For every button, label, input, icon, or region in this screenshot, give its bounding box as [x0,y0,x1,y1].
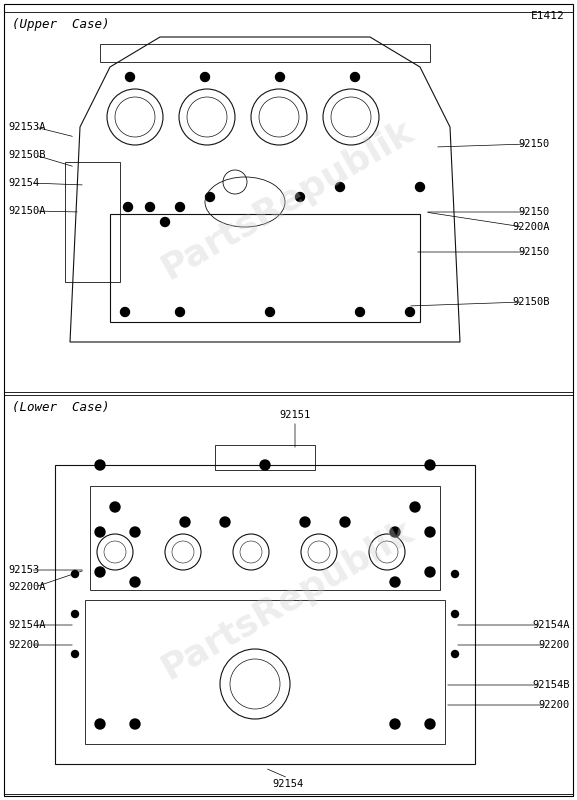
Text: 92150B: 92150B [512,297,550,307]
Circle shape [451,570,459,578]
Circle shape [200,73,209,82]
Circle shape [295,193,305,202]
Circle shape [451,650,459,658]
Text: 92150: 92150 [519,207,550,217]
Circle shape [121,307,129,317]
Circle shape [130,527,140,537]
Circle shape [130,577,140,587]
Circle shape [126,73,134,82]
Circle shape [300,517,310,527]
Circle shape [340,517,350,527]
Circle shape [406,307,414,317]
Circle shape [95,527,105,537]
Circle shape [390,577,400,587]
Circle shape [415,182,425,191]
Circle shape [180,517,190,527]
Circle shape [130,719,140,729]
Circle shape [350,73,359,82]
Bar [85,600,445,744]
Circle shape [175,307,185,317]
Text: 92150: 92150 [519,247,550,257]
Bar [215,445,315,470]
Circle shape [425,719,435,729]
Bar [65,162,120,282]
Text: E1412: E1412 [531,11,565,21]
Circle shape [425,567,435,577]
Text: 92153: 92153 [8,565,39,575]
Text: 92200A: 92200A [8,582,46,592]
Text: 92154A: 92154A [533,620,570,630]
Bar [4,12,573,392]
Circle shape [72,570,78,578]
Circle shape [220,517,230,527]
Circle shape [425,460,435,470]
Bar [4,395,573,794]
Text: 92200: 92200 [539,640,570,650]
Text: PartsRepublik: PartsRepublik [156,114,420,286]
Circle shape [451,610,459,618]
Circle shape [335,182,344,191]
Text: 92153A: 92153A [8,122,46,132]
Text: (Lower  Case): (Lower Case) [12,401,110,414]
Circle shape [175,202,185,211]
Text: 92200: 92200 [8,640,39,650]
Text: 92150B: 92150B [8,150,46,160]
Text: 92150: 92150 [519,139,550,149]
Text: 92154A: 92154A [8,620,46,630]
Circle shape [390,527,400,537]
Circle shape [95,719,105,729]
Circle shape [72,610,78,618]
Circle shape [95,567,105,577]
Bar [55,465,475,764]
Circle shape [390,719,400,729]
Text: 92200A: 92200A [512,222,550,232]
Text: 92200: 92200 [539,700,570,710]
Circle shape [410,502,420,512]
Circle shape [260,460,270,470]
Text: (Upper  Case): (Upper Case) [12,18,110,31]
Circle shape [72,650,78,658]
Circle shape [265,307,275,317]
Circle shape [425,527,435,537]
Circle shape [95,460,105,470]
Text: 92154: 92154 [272,779,304,789]
Circle shape [145,202,155,211]
Bar [100,44,430,62]
Text: 92151: 92151 [279,410,310,420]
Bar [90,486,440,590]
Circle shape [275,73,284,82]
Text: PartsRepublik: PartsRepublik [156,514,420,686]
Text: 92150A: 92150A [8,206,46,216]
Bar [110,214,420,322]
Circle shape [160,218,170,226]
Circle shape [123,202,133,211]
Circle shape [110,502,120,512]
Circle shape [355,307,365,317]
Text: 92154B: 92154B [533,680,570,690]
Circle shape [205,193,215,202]
Text: 92154: 92154 [8,178,39,188]
